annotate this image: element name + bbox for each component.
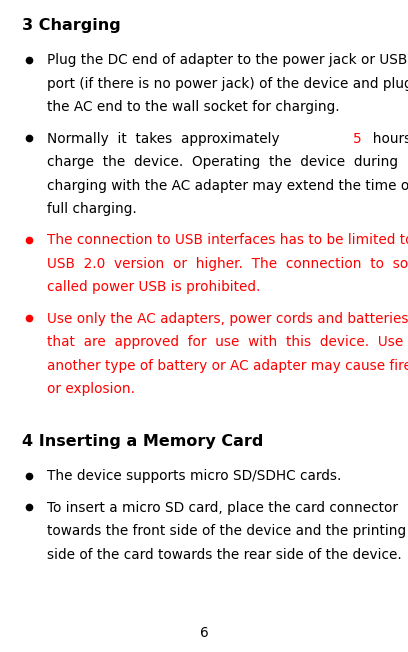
Text: full charging.: full charging. bbox=[47, 202, 137, 216]
Text: USB  2.0  version  or  higher.  The  connection  to  so: USB 2.0 version or higher. The connectio… bbox=[47, 257, 408, 271]
Text: 3 Charging: 3 Charging bbox=[22, 18, 121, 33]
Text: The device supports micro SD/SDHC cards.: The device supports micro SD/SDHC cards. bbox=[47, 469, 341, 483]
Text: Plug the DC end of adapter to the power jack or USB: Plug the DC end of adapter to the power … bbox=[47, 53, 407, 67]
Text: another type of battery or AC adapter may cause fire: another type of battery or AC adapter ma… bbox=[47, 359, 408, 372]
Text: charge  the  device.  Operating  the  device  during: charge the device. Operating the device … bbox=[47, 155, 398, 169]
Text: 6: 6 bbox=[200, 627, 208, 640]
Text: charging with the AC adapter may extend the time of: charging with the AC adapter may extend … bbox=[47, 179, 408, 192]
Text: the AC end to the wall socket for charging.: the AC end to the wall socket for chargi… bbox=[47, 100, 339, 114]
Text: To insert a micro SD card, place the card connector: To insert a micro SD card, place the car… bbox=[47, 501, 398, 514]
Text: port (if there is no power jack) of the device and plug: port (if there is no power jack) of the … bbox=[47, 77, 408, 91]
Text: Use only the AC adapters, power cords and batteries: Use only the AC adapters, power cords an… bbox=[47, 312, 408, 325]
Text: towards the front side of the device and the printing: towards the front side of the device and… bbox=[47, 524, 406, 538]
Text: 4 Inserting a Memory Card: 4 Inserting a Memory Card bbox=[22, 434, 264, 449]
Text: side of the card towards the rear side of the device.: side of the card towards the rear side o… bbox=[47, 548, 401, 561]
Text: hours  to  fully: hours to fully bbox=[364, 132, 408, 145]
Text: or explosion.: or explosion. bbox=[47, 382, 135, 396]
Text: called power USB is prohibited.: called power USB is prohibited. bbox=[47, 280, 260, 294]
Text: Normally  it  takes  approximately: Normally it takes approximately bbox=[47, 132, 284, 145]
Text: that  are  approved  for  use  with  this  device.  Use  of: that are approved for use with this devi… bbox=[47, 335, 408, 349]
Text: 5: 5 bbox=[353, 132, 361, 145]
Text: The connection to USB interfaces has to be limited to: The connection to USB interfaces has to … bbox=[47, 233, 408, 247]
